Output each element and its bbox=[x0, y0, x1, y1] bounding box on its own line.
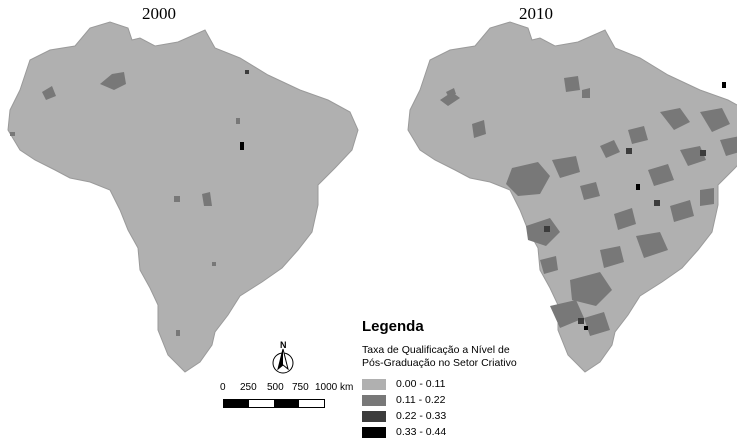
map-2010-region bbox=[570, 272, 612, 306]
map-2010-region bbox=[700, 150, 706, 156]
map-2010-region bbox=[700, 188, 714, 206]
map-2010-region bbox=[472, 120, 486, 138]
map-2010-region bbox=[722, 82, 726, 88]
map-2010 bbox=[407, 21, 737, 373]
legend: Legenda Taxa de Qualificação a Nível de … bbox=[362, 318, 562, 440]
map-2010-region bbox=[600, 140, 620, 158]
legend-swatch bbox=[362, 378, 386, 390]
map-2010-region bbox=[540, 256, 558, 274]
map-2010-region bbox=[614, 208, 636, 230]
legend-item: 0.22 - 0.33 bbox=[362, 408, 562, 424]
map-2010-region bbox=[720, 136, 737, 156]
map-2010-region bbox=[544, 226, 550, 232]
legend-description-line: Taxa de Qualificação a Nível de bbox=[362, 344, 510, 356]
map-2010-region bbox=[680, 146, 706, 166]
legend-item-label: 0.22 - 0.33 bbox=[396, 410, 447, 422]
legend-item-label: 0.00 - 0.11 bbox=[396, 378, 446, 390]
map-2010-region bbox=[440, 92, 460, 106]
scale-tick: 500 bbox=[267, 382, 284, 393]
map-2010-region bbox=[552, 156, 580, 178]
map-2000-region bbox=[100, 72, 126, 90]
map-2000-region bbox=[174, 196, 180, 202]
map-2010-region bbox=[670, 200, 694, 222]
map-2000-region bbox=[42, 86, 56, 100]
map-2010-region bbox=[564, 76, 580, 92]
map-2000-region bbox=[236, 118, 240, 124]
legend-item-label: 0.33 - 0.44 bbox=[396, 426, 447, 438]
map-2010-region bbox=[526, 218, 560, 246]
map-2010-region bbox=[636, 232, 668, 258]
map-2010-region bbox=[550, 300, 584, 328]
map-2000-region bbox=[10, 132, 15, 136]
map-2010-region bbox=[582, 88, 590, 98]
map-2000-region bbox=[240, 142, 244, 150]
map-2000-region bbox=[212, 262, 216, 266]
map-2010-region bbox=[578, 318, 584, 324]
map-2010-region bbox=[636, 184, 640, 190]
map-2010-region bbox=[446, 88, 456, 96]
map-2010-region bbox=[600, 246, 624, 268]
legend-description: Taxa de Qualificação a Nível de Pós-Grad… bbox=[362, 344, 562, 370]
scale-bar: 0 250 500 750 1000 km bbox=[215, 340, 365, 410]
map-2010-region bbox=[700, 108, 730, 132]
legend-swatch bbox=[362, 394, 386, 406]
scale-tick: 0 bbox=[220, 382, 226, 393]
legend-heading: Legenda bbox=[362, 318, 424, 335]
north-label: N bbox=[280, 340, 287, 350]
legend-description-line: Pós-Graduação no Setor Criativo bbox=[362, 357, 517, 369]
map-2000-region bbox=[202, 192, 212, 206]
map-2010-region bbox=[580, 182, 600, 200]
map-2010-region bbox=[584, 312, 610, 336]
map-title-2010: 2010 bbox=[519, 4, 553, 23]
map-2010-region bbox=[628, 126, 648, 144]
legend-item-label: 0.11 - 0.22 bbox=[396, 394, 446, 406]
north-arrow: N bbox=[270, 340, 296, 382]
map-2000-region bbox=[245, 70, 249, 74]
legend-item: 0.00 - 0.11 bbox=[362, 376, 562, 392]
legend-swatch bbox=[362, 410, 386, 422]
map-2010-region bbox=[584, 326, 588, 330]
map-2010-region bbox=[506, 162, 550, 196]
legend-item: 0.11 - 0.22 bbox=[362, 392, 562, 408]
map-2010-region bbox=[660, 108, 690, 130]
map-2010-region bbox=[654, 200, 660, 206]
map-2000 bbox=[7, 21, 359, 373]
map-2000-country bbox=[7, 21, 359, 373]
legend-swatch bbox=[362, 426, 386, 438]
map-title-2000: 2000 bbox=[142, 4, 176, 23]
scale-tick: 1000 km bbox=[315, 382, 354, 393]
map-2010-region bbox=[648, 164, 674, 186]
north-arrow-icon bbox=[272, 348, 294, 374]
map-2010-region bbox=[626, 148, 632, 154]
map-2000-region bbox=[176, 330, 180, 336]
legend-item: 0.33 - 0.44 bbox=[362, 424, 562, 440]
scale-bar-graphic bbox=[223, 399, 325, 408]
scale-tick: 750 bbox=[292, 382, 309, 393]
scale-tick: 250 bbox=[240, 382, 257, 393]
